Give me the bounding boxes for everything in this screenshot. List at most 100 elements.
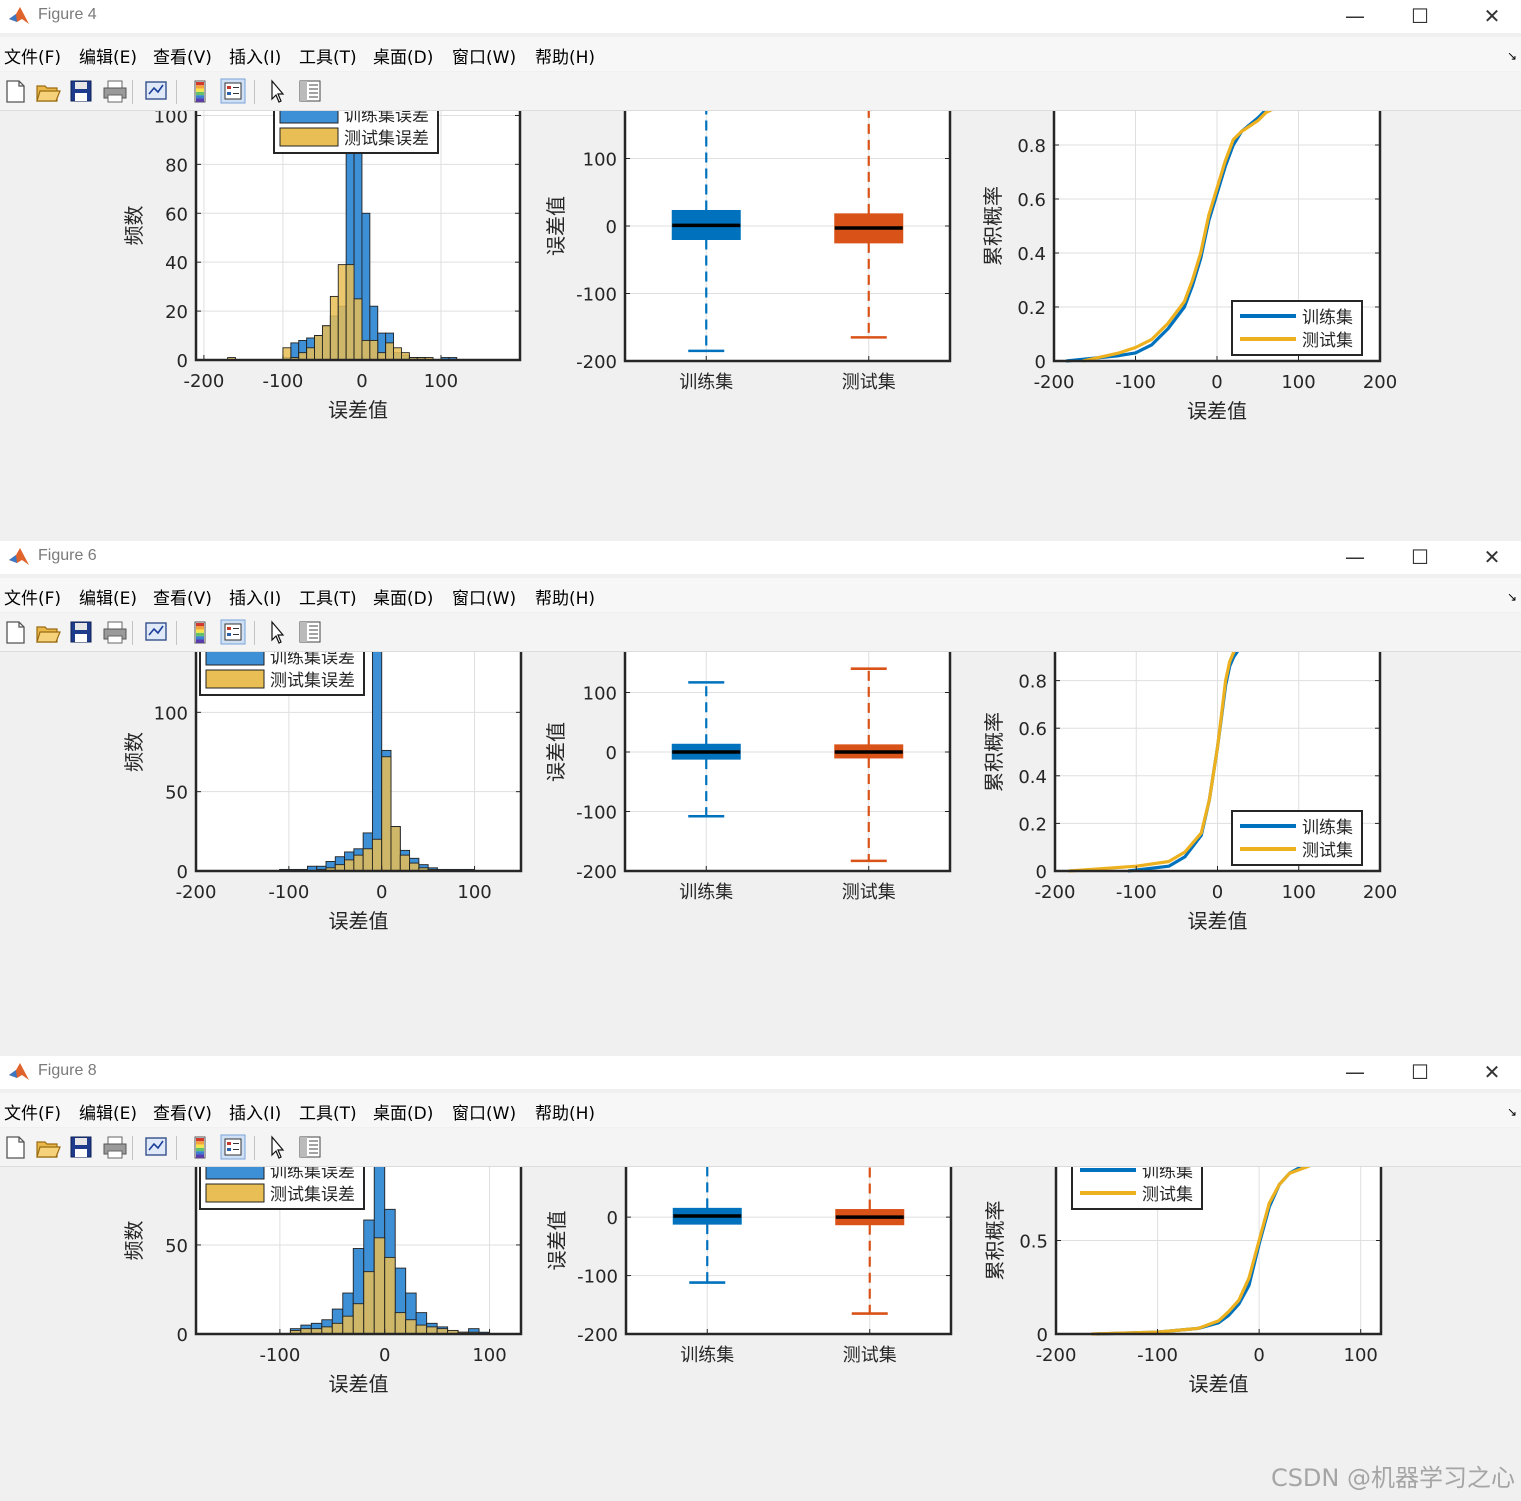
colorbar-icon[interactable] [187,1134,213,1160]
test-hist-bar[interactable] [329,295,339,361]
test-hist-bar[interactable] [385,342,395,361]
print-icon[interactable] [102,78,128,104]
legend-icon[interactable] [220,619,246,645]
menu-item[interactable]: 工具(T) [299,1104,357,1124]
close-button[interactable]: ✕ [1483,1060,1501,1084]
menu-item[interactable]: 编辑(E) [79,1104,138,1124]
menu-item[interactable]: 查看(V) [153,48,212,68]
property-inspector-icon[interactable] [297,619,323,645]
menu-item[interactable]: 查看(V) [153,589,212,609]
boxplot-plot-area[interactable] [625,652,950,871]
pointer-icon[interactable] [264,1134,290,1160]
maximize-button[interactable]: ☐ [1411,4,1429,28]
property-inspector-icon[interactable] [297,78,323,104]
test-hist-bar[interactable] [345,264,355,361]
maximize-button[interactable]: ☐ [1411,545,1429,569]
menu-item[interactable]: 插入(I) [229,48,282,68]
test-hist-bar[interactable] [352,1303,365,1335]
close-button[interactable]: ✕ [1483,545,1501,569]
test-hist-bar[interactable] [362,848,373,872]
close-button[interactable]: ✕ [1483,4,1501,28]
menu-item[interactable]: 桌面(D) [373,589,434,609]
open-icon[interactable] [35,78,61,104]
menu-item[interactable]: 桌面(D) [373,1104,434,1124]
test-hist-bar[interactable] [371,838,383,872]
test-hist-bar[interactable] [384,1256,396,1335]
test-cdf-line[interactable] [1091,1167,1371,1336]
maximize-button[interactable]: ☐ [1411,1060,1429,1084]
test-hist-bar[interactable] [415,1324,428,1335]
minimize-button[interactable]: — [1345,545,1365,569]
menu-item[interactable]: 文件(F) [4,589,62,609]
menu-item[interactable]: 插入(I) [229,1104,282,1124]
save-icon[interactable] [68,619,94,645]
legend-icon[interactable] [220,1134,246,1160]
menu-item[interactable]: 文件(F) [4,48,62,68]
open-icon[interactable] [35,619,61,645]
test-hist-bar[interactable] [363,1271,375,1335]
test-cdf-line[interactable] [1068,652,1332,873]
colorbar-icon[interactable] [187,619,213,645]
cdf-legend[interactable] [1231,300,1363,356]
cdf-legend[interactable] [1231,810,1363,866]
menu-item[interactable]: 窗口(W) [452,589,517,609]
link-plot-icon[interactable] [143,1134,169,1160]
print-icon[interactable] [102,619,128,645]
open-icon[interactable] [35,1134,61,1160]
minimize-button[interactable]: — [1345,4,1365,28]
dock-arrow-icon[interactable]: ↘ [1506,1105,1517,1119]
print-icon[interactable] [102,1134,128,1160]
test-hist-bar[interactable] [314,335,323,361]
menu-item[interactable]: 编辑(E) [79,589,138,609]
boxplot-plot-area[interactable] [626,1167,951,1334]
test-hist-bar[interactable] [405,1319,417,1335]
cdf-legend[interactable] [1071,1167,1203,1210]
dock-arrow-icon[interactable]: ↘ [1506,49,1517,63]
new-figure-icon[interactable] [2,78,28,104]
window-titlebar[interactable]: Figure 8 — ☐ ✕ [0,1056,1521,1089]
test-hist-bar[interactable] [337,264,347,361]
menu-item[interactable]: 工具(T) [299,48,357,68]
test-hist-bar[interactable] [393,347,402,361]
pointer-icon[interactable] [264,619,290,645]
save-icon[interactable] [68,1134,94,1160]
menu-item[interactable]: 文件(F) [4,1104,62,1124]
menu-item[interactable]: 帮助(H) [535,589,596,609]
test-hist-bar[interactable] [344,859,355,872]
test-hist-bar[interactable] [381,756,392,872]
test-hist-bar[interactable] [394,1312,407,1335]
test-hist-bar[interactable] [321,325,331,361]
link-plot-icon[interactable] [143,78,169,104]
menu-item[interactable]: 查看(V) [153,1104,212,1124]
menu-item[interactable]: 窗口(W) [452,1104,517,1124]
colorbar-icon[interactable] [187,78,213,104]
test-hist-bar[interactable] [342,1315,354,1335]
test-cdf-line[interactable] [1082,111,1367,363]
new-figure-icon[interactable] [2,619,28,645]
menu-item[interactable]: 插入(I) [229,589,282,609]
menu-item[interactable]: 帮助(H) [535,1104,596,1124]
test-hist-bar[interactable] [373,1237,386,1335]
minimize-button[interactable]: — [1345,1060,1365,1084]
pointer-icon[interactable] [264,78,290,104]
menu-item[interactable]: 工具(T) [299,589,357,609]
test-hist-bar[interactable] [399,854,411,872]
test-hist-bar[interactable] [306,347,315,361]
test-hist-bar[interactable] [369,339,379,361]
new-figure-icon[interactable] [2,1134,28,1160]
test-hist-bar[interactable] [353,854,364,872]
legend-icon[interactable] [220,78,246,104]
test-hist-bar[interactable] [282,347,292,361]
test-hist-bar[interactable] [361,339,371,361]
menu-item[interactable]: 窗口(W) [452,48,517,68]
dock-arrow-icon[interactable]: ↘ [1506,590,1517,604]
menu-item[interactable]: 桌面(D) [373,48,434,68]
train-hist-bar[interactable] [371,652,383,872]
train-hist-bar[interactable] [361,212,371,361]
link-plot-icon[interactable] [143,619,169,645]
test-hist-bar[interactable] [390,826,401,872]
window-titlebar[interactable]: Figure 6 — ☐ ✕ [0,541,1521,574]
window-titlebar[interactable]: Figure 4 — ☐ ✕ [0,0,1521,33]
menu-item[interactable]: 帮助(H) [535,48,596,68]
test-hist-bar[interactable] [353,298,363,361]
